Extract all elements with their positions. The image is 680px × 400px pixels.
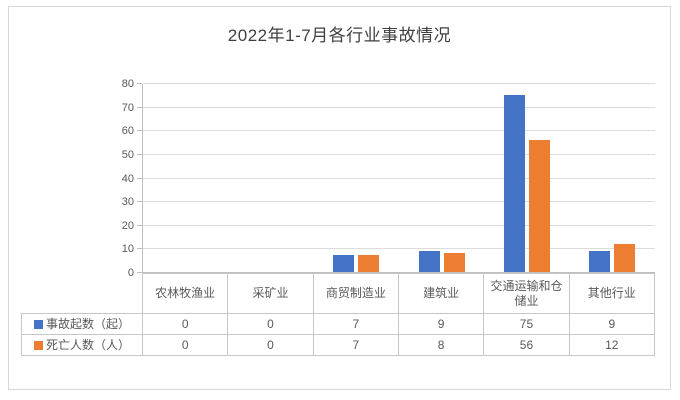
value-cell: 9 (568, 313, 655, 335)
category-header-cell: 其他行业 (568, 273, 655, 314)
y-tick-mark (137, 83, 142, 84)
gridline (143, 106, 655, 108)
value-cell: 0 (227, 313, 314, 335)
y-tick-mark (137, 177, 142, 179)
y-tick-label: 10 (121, 243, 134, 256)
bar-deaths (529, 140, 550, 272)
value-cell: 9 (397, 313, 485, 335)
y-tick-label: 80 (121, 78, 134, 90)
x-axis-line (143, 272, 655, 273)
category-header-cell: 建筑业 (397, 273, 485, 314)
category-header-cell: 采矿业 (227, 273, 314, 314)
y-tick-mark (137, 130, 142, 132)
y-tick-label: 30 (121, 196, 134, 209)
category-header-cell: 农林牧渔业 (141, 273, 229, 314)
legend-row-label: 死亡人数（人） (21, 334, 143, 356)
y-tick-label: 60 (121, 125, 134, 138)
bar-accidents (419, 251, 440, 272)
gridline (143, 83, 655, 84)
y-tick-label: 70 (121, 101, 134, 114)
gridline (143, 130, 655, 132)
y-tick-label: 40 (121, 172, 134, 185)
legend-swatch-accidents (33, 319, 43, 329)
bar-accidents (504, 95, 525, 272)
legend-swatch-deaths (33, 340, 43, 350)
y-tick-mark (137, 224, 142, 226)
table-header-row: 农林牧渔业 采矿业 商贸制造业 建筑业 交通运输和仓储业 其他行业 (21, 273, 655, 314)
y-tick-label: 20 (121, 219, 134, 232)
value-cell: 7 (312, 334, 399, 356)
chart-frame: 2022年1-7月各行业事故情况 0 10 20 30 40 50 60 70 80 农林牧渔业… (8, 6, 671, 390)
y-tick-label: 0 (127, 267, 134, 279)
value-cell: 0 (227, 334, 314, 356)
deaths-row: 死亡人数（人） 0 0 7 8 56 12 (21, 334, 655, 356)
table-corner-cell (21, 273, 143, 314)
gridline (143, 248, 655, 250)
accidents-row: 事故起数（起） 0 0 7 9 75 9 (21, 313, 655, 335)
bar-deaths (444, 253, 465, 272)
category-header-cell: 交通运输和仓储业 (483, 273, 570, 314)
y-tick-mark (137, 153, 142, 155)
legend-row-label: 事故起数（起） (21, 313, 143, 335)
gridline (143, 201, 655, 203)
y-tick-mark (137, 272, 142, 273)
plot-area (142, 83, 655, 273)
value-cell: 8 (397, 334, 485, 356)
bar-deaths (358, 255, 379, 272)
gridline (143, 224, 655, 226)
gridline (143, 177, 655, 179)
category-header-cell: 商贸制造业 (312, 273, 399, 314)
value-cell: 56 (483, 334, 570, 356)
gridline (143, 153, 655, 155)
bar-accidents (589, 251, 610, 272)
value-cell: 75 (483, 313, 570, 335)
y-tick-mark (137, 106, 142, 108)
value-cell: 0 (141, 334, 229, 356)
bar-accidents (333, 255, 354, 272)
value-cell: 12 (568, 334, 655, 356)
y-tick-label: 50 (121, 148, 134, 161)
bar-deaths (614, 244, 635, 272)
value-cell: 0 (141, 313, 229, 335)
value-cell: 7 (312, 313, 399, 335)
data-table: 农林牧渔业 采矿业 商贸制造业 建筑业 交通运输和仓储业 其他行业 事故起数（起） 0 0 7 9 7… (21, 273, 655, 356)
y-tick-mark (137, 248, 142, 250)
chart-title: 2022年1-7月各行业事故情况 (227, 26, 452, 45)
y-tick-mark (137, 201, 142, 203)
